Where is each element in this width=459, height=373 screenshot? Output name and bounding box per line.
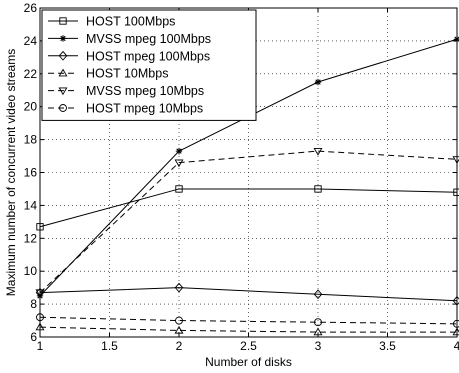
series-6 — [36, 313, 459, 328]
legend: HOST 100Mbps MVSS mpeg 100Mbps HOST mpeg 1… — [41, 9, 257, 121]
axis-ticks: 1 1.5 2 2.5 3 3.5 4 6 8 10 12 14 16 18 20 22 24 26 — [24, 1, 459, 353]
data-point — [313, 147, 323, 156]
legend-item: HOST 100Mbps — [48, 15, 175, 29]
legend-label: HOST 100Mbps — [86, 15, 175, 29]
legend-marker — [59, 104, 67, 112]
y-tick-label: 24 — [24, 34, 38, 48]
data-point — [174, 282, 184, 293]
legend-label: MVSS mpeg 100Mbps — [86, 32, 211, 46]
data-point — [175, 316, 183, 325]
x-tick-label: 3 — [315, 339, 322, 353]
x-axis-label: Number of disks — [205, 355, 292, 369]
y-axis-label: Maximum number of concurrent video strea… — [4, 49, 18, 296]
legend-marker — [59, 17, 67, 25]
series-line — [39, 150, 458, 293]
series-1 — [36, 185, 459, 231]
series-4 — [35, 322, 459, 336]
legend-marker — [58, 87, 68, 96]
y-tick-label: 10 — [24, 264, 38, 278]
series-line — [39, 287, 458, 302]
x-tick-label: 2 — [176, 339, 183, 353]
legend-marker — [58, 50, 68, 61]
series-5 — [35, 147, 459, 298]
data-point — [452, 156, 459, 164]
legend-marker — [58, 68, 68, 77]
y-tick-label: 6 — [30, 330, 37, 344]
legend-item: HOST 10Mbps — [48, 67, 168, 81]
x-tick-label: 4 — [454, 339, 459, 353]
legend-item: HOST mpeg 10Mbps — [48, 102, 203, 116]
y-tick-label: 12 — [24, 231, 38, 245]
x-tick-label: 2.5 — [240, 339, 257, 353]
data-point — [314, 78, 322, 86]
data-point — [175, 147, 183, 155]
legend-label: HOST mpeg 100Mbps — [86, 49, 210, 63]
data-point — [174, 159, 184, 168]
x-tick-label: 1 — [37, 339, 44, 353]
y-tick-label: 22 — [24, 67, 38, 81]
series-line — [39, 188, 458, 228]
series-line — [39, 326, 457, 333]
y-tick-label: 18 — [24, 133, 38, 147]
data-point — [453, 36, 459, 43]
y-tick-label: 20 — [24, 100, 38, 114]
data-point — [313, 289, 323, 300]
data-point — [314, 185, 322, 193]
x-tick-label: 1.5 — [101, 339, 118, 353]
legend-label: MVSS mpeg 10Mbps — [86, 84, 204, 98]
legend-marker — [59, 35, 67, 42]
data-point — [175, 185, 183, 193]
y-tick-label: 26 — [24, 1, 38, 15]
legend-item: MVSS mpeg 10Mbps — [48, 84, 204, 98]
x-tick-label: 3.5 — [379, 339, 396, 353]
y-tick-label: 16 — [24, 166, 38, 180]
legend-label: HOST mpeg 10Mbps — [86, 102, 203, 116]
series-3 — [35, 282, 459, 306]
y-tick-label: 8 — [30, 297, 37, 311]
legend-item: HOST mpeg 100Mbps — [48, 49, 210, 63]
y-tick-label: 14 — [24, 198, 38, 212]
legend-label: HOST 10Mbps — [86, 67, 168, 81]
legend-box — [41, 9, 257, 121]
data-point — [314, 318, 322, 327]
legend-item: MVSS mpeg 100Mbps — [48, 32, 211, 46]
